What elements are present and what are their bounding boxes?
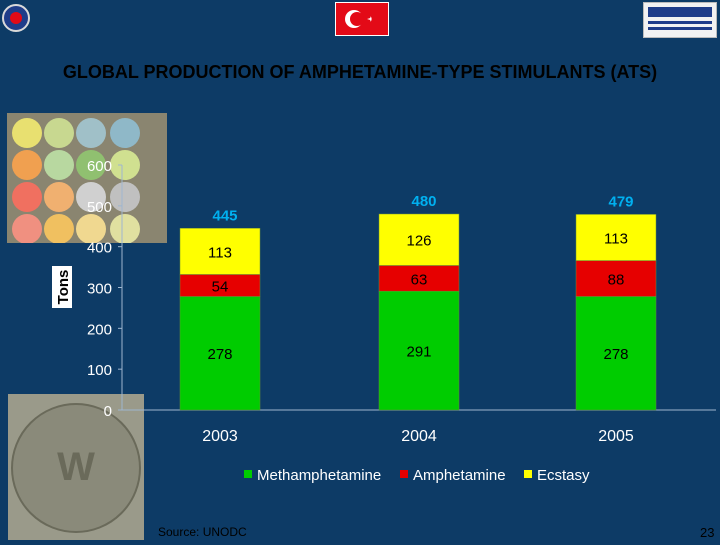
y-tick-label: 300 [87,281,112,298]
legend-swatch-methamphetamine [244,470,252,478]
x-tick-label: 2004 [401,428,437,445]
legend-label: Ecstasy [537,467,590,484]
y-axis-label: Tons [55,270,72,305]
kom-department-logo [643,2,717,38]
x-tick-label: 2005 [598,428,634,445]
legend-label: Methamphetamine [257,467,381,484]
y-tick-label: 100 [87,362,112,379]
wy-pill-photo: W [8,394,144,540]
chart-plot-area [124,165,716,410]
legend-label: Amphetamine [413,467,506,484]
legend-swatch-ecstasy [524,470,532,478]
svg-text:W: W [57,445,95,489]
y-tick-label: 200 [87,321,112,338]
police-emblem-logo [2,2,30,36]
source-note: Source: UNODC [158,525,247,539]
x-tick-label: 2003 [202,428,238,445]
pills-photo [7,113,167,244]
slide-title: GLOBAL PRODUCTION OF AMPHETAMINE-TYPE ST… [62,62,658,82]
y-axis-label-box [52,266,72,308]
stacked-bar-chart [124,165,716,410]
page-number: 23 [700,525,715,540]
turkish-flag-icon [335,2,389,36]
legend-swatch-amphetamine [400,470,408,478]
